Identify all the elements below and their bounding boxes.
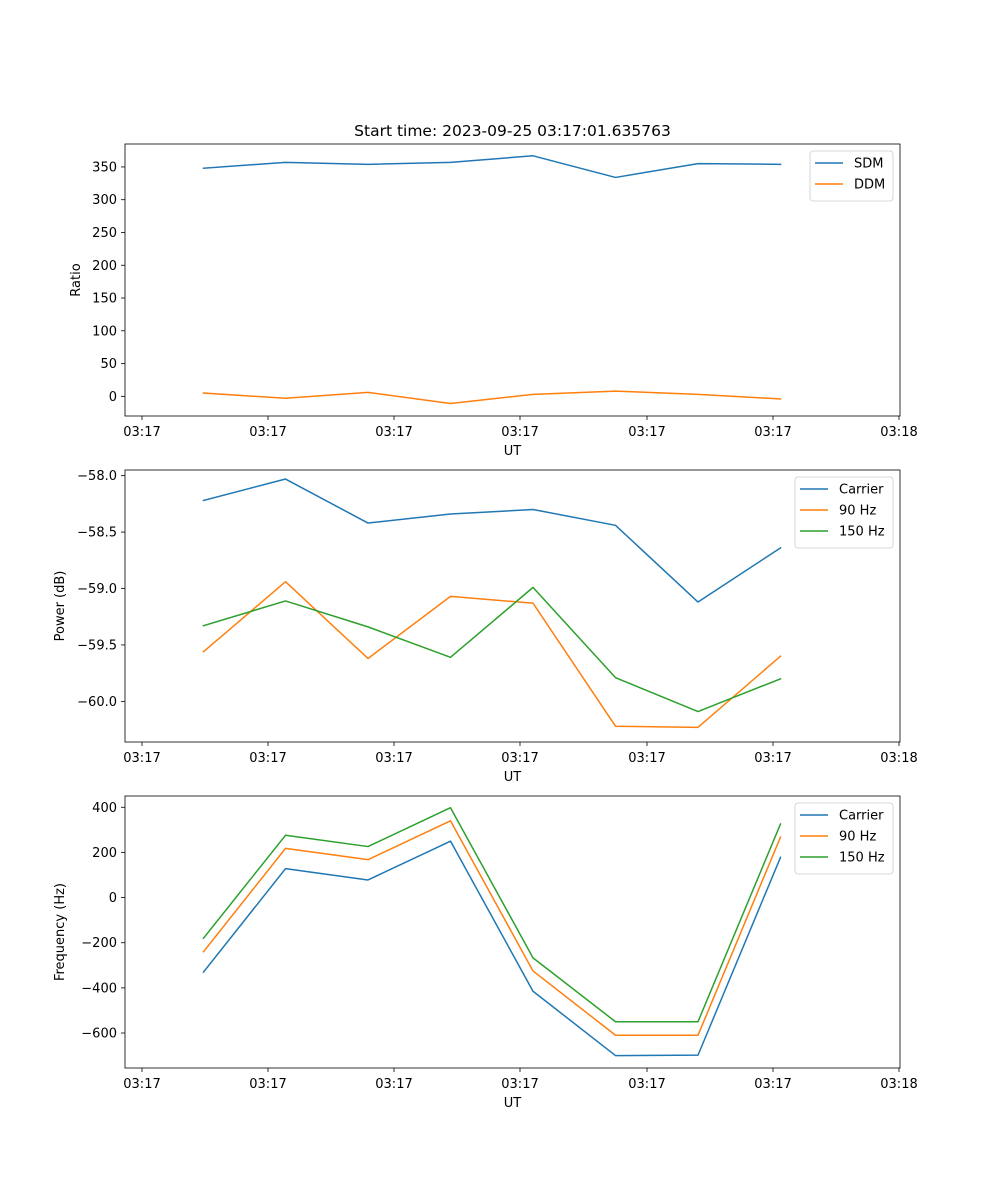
x-tick-label: 03:17 <box>249 1077 286 1092</box>
y-axis-label: Frequency (Hz) <box>53 883 68 981</box>
y-tick-label: 300 <box>92 193 117 208</box>
x-tick-label: 03:17 <box>123 751 160 766</box>
y-tick-label: 100 <box>92 324 117 339</box>
legend-label: 150 Hz <box>839 851 885 866</box>
y-tick-label: 200 <box>92 259 117 274</box>
y-tick-label: 250 <box>92 226 117 241</box>
y-tick-label: −58.5 <box>77 526 117 541</box>
subplot-2: 03:17 03:17 03:17 03:17 03:17 03:17 03:18 −60.0… <box>53 469 918 785</box>
series-line-ddm <box>202 390 782 405</box>
legend-label: DDM <box>854 178 885 193</box>
y-tick-label: −58.0 <box>77 469 117 484</box>
x-tick-label: 03:18 <box>880 425 917 440</box>
legend: Carrier 90 Hz 150 Hz <box>794 802 894 875</box>
y-axis-label: Power (dB) <box>53 571 68 642</box>
series-line-carrier <box>202 478 782 603</box>
x-tick-label: 03:18 <box>880 751 917 766</box>
legend-label: Carrier <box>839 483 884 498</box>
y-tick-label: 350 <box>92 160 117 175</box>
x-tick-label: 03:17 <box>375 751 412 766</box>
legend: SDM DDM <box>809 150 894 202</box>
y-tick-label: 0 <box>109 891 117 906</box>
series-line-90-hz <box>202 580 782 729</box>
subplot-1: 03:17 03:17 03:17 03:17 03:17 03:17 03:18 0 50 10… <box>69 143 918 459</box>
legend-label: 90 Hz <box>839 504 876 519</box>
x-tick-label: 03:17 <box>249 425 286 440</box>
axes-frame <box>124 795 901 1069</box>
x-tick-label: 03:17 <box>754 425 791 440</box>
y-tick-label: −600 <box>81 1027 117 1042</box>
x-tick-label: 03:17 <box>754 1077 791 1092</box>
x-tick-label: 03:17 <box>249 751 286 766</box>
y-tick-label: 200 <box>92 846 117 861</box>
y-tick-label: 0 <box>109 390 117 405</box>
x-tick-label: 03:17 <box>501 425 538 440</box>
y-tick-label: 400 <box>92 801 117 816</box>
x-tick-label: 03:18 <box>880 1077 917 1092</box>
x-axis-label: UT <box>504 770 522 785</box>
x-tick-label: 03:17 <box>628 751 665 766</box>
subplot-3: 03:17 03:17 03:17 03:17 03:17 03:17 03:18 −600 −… <box>53 795 918 1111</box>
x-tick-label: 03:17 <box>628 1077 665 1092</box>
series-line-150-hz <box>202 806 782 1023</box>
legend-label: 90 Hz <box>839 830 876 845</box>
x-tick-label: 03:17 <box>123 1077 160 1092</box>
series-line-90-hz <box>202 820 782 1037</box>
y-axis-label: Ratio <box>69 263 84 296</box>
x-tick-label: 03:17 <box>501 1077 538 1092</box>
y-tick-label: 50 <box>100 357 117 372</box>
series-line-sdm <box>202 155 782 179</box>
x-axis-label: UT <box>504 444 522 459</box>
legend: Carrier 90 Hz 150 Hz <box>794 476 894 549</box>
y-tick-label: −60.0 <box>77 695 117 710</box>
x-tick-label: 03:17 <box>628 425 665 440</box>
y-tick-label: −59.5 <box>77 638 117 653</box>
y-tick-label: 150 <box>92 292 117 307</box>
legend-label: SDM <box>854 157 883 172</box>
x-tick-label: 03:17 <box>375 425 412 440</box>
chart-title: Start time: 2023-09-25 03:17:01.635763 <box>354 122 671 140</box>
x-axis-label: UT <box>504 1096 522 1111</box>
x-tick-label: 03:17 <box>375 1077 412 1092</box>
y-tick-label: −400 <box>81 981 117 996</box>
legend-label: 150 Hz <box>839 525 885 540</box>
x-tick-label: 03:17 <box>123 425 160 440</box>
x-tick-label: 03:17 <box>754 751 791 766</box>
series-line-carrier <box>202 840 782 1057</box>
legend-label: Carrier <box>839 809 884 824</box>
subplots: 03:17 03:17 03:17 03:17 03:17 03:17 03:18 0 50 10… <box>53 143 918 1111</box>
axes-frame <box>124 143 901 417</box>
axes-frame <box>124 469 901 743</box>
y-tick-label: −200 <box>81 936 117 951</box>
x-tick-label: 03:17 <box>501 751 538 766</box>
y-tick-label: −59.0 <box>77 582 117 597</box>
series-line-150-hz <box>202 586 782 713</box>
